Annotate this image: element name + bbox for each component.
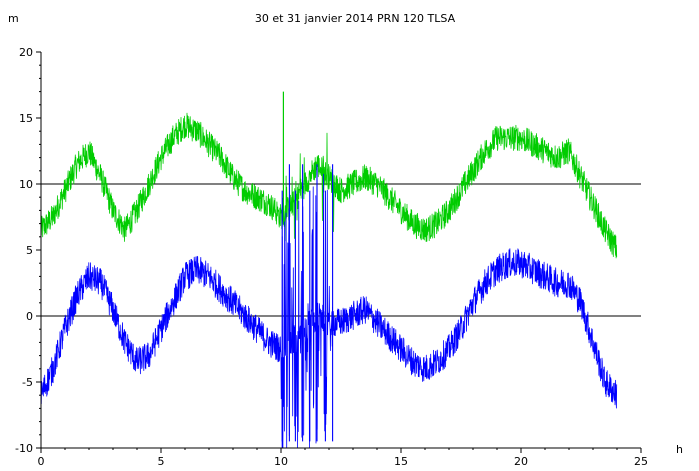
chart-title: 30 et 31 janvier 2014 PRN 120 TLSA bbox=[255, 12, 456, 25]
series-layer bbox=[40, 91, 618, 449]
x-tick-label: 15 bbox=[394, 455, 408, 468]
series-1 bbox=[40, 91, 618, 259]
y-tick-label: -5 bbox=[22, 376, 33, 389]
x-axis-label: h bbox=[676, 443, 683, 456]
series-line-1 bbox=[40, 112, 618, 259]
y-tick-label: 5 bbox=[26, 244, 33, 257]
x-tick-label: 0 bbox=[38, 455, 45, 468]
x-tick-label: 5 bbox=[158, 455, 165, 468]
y-tick-label: 10 bbox=[19, 178, 33, 191]
y-tick-label: 15 bbox=[19, 112, 33, 125]
series-line-2 bbox=[40, 173, 618, 449]
y-axis-label: m bbox=[8, 12, 19, 25]
y-tick-label: -10 bbox=[15, 442, 33, 455]
x-tick-label: 20 bbox=[514, 455, 528, 468]
y-tick-label: 0 bbox=[26, 310, 33, 323]
reference-lines bbox=[41, 183, 641, 317]
series-2 bbox=[40, 164, 618, 449]
y-tick-label: 20 bbox=[19, 46, 33, 59]
x-tick-label: 10 bbox=[274, 455, 288, 468]
axes: -10 -5 0 5 10 15 20 0 5 10 15 20 25 bbox=[15, 46, 648, 468]
x-tick-label: 25 bbox=[634, 455, 648, 468]
